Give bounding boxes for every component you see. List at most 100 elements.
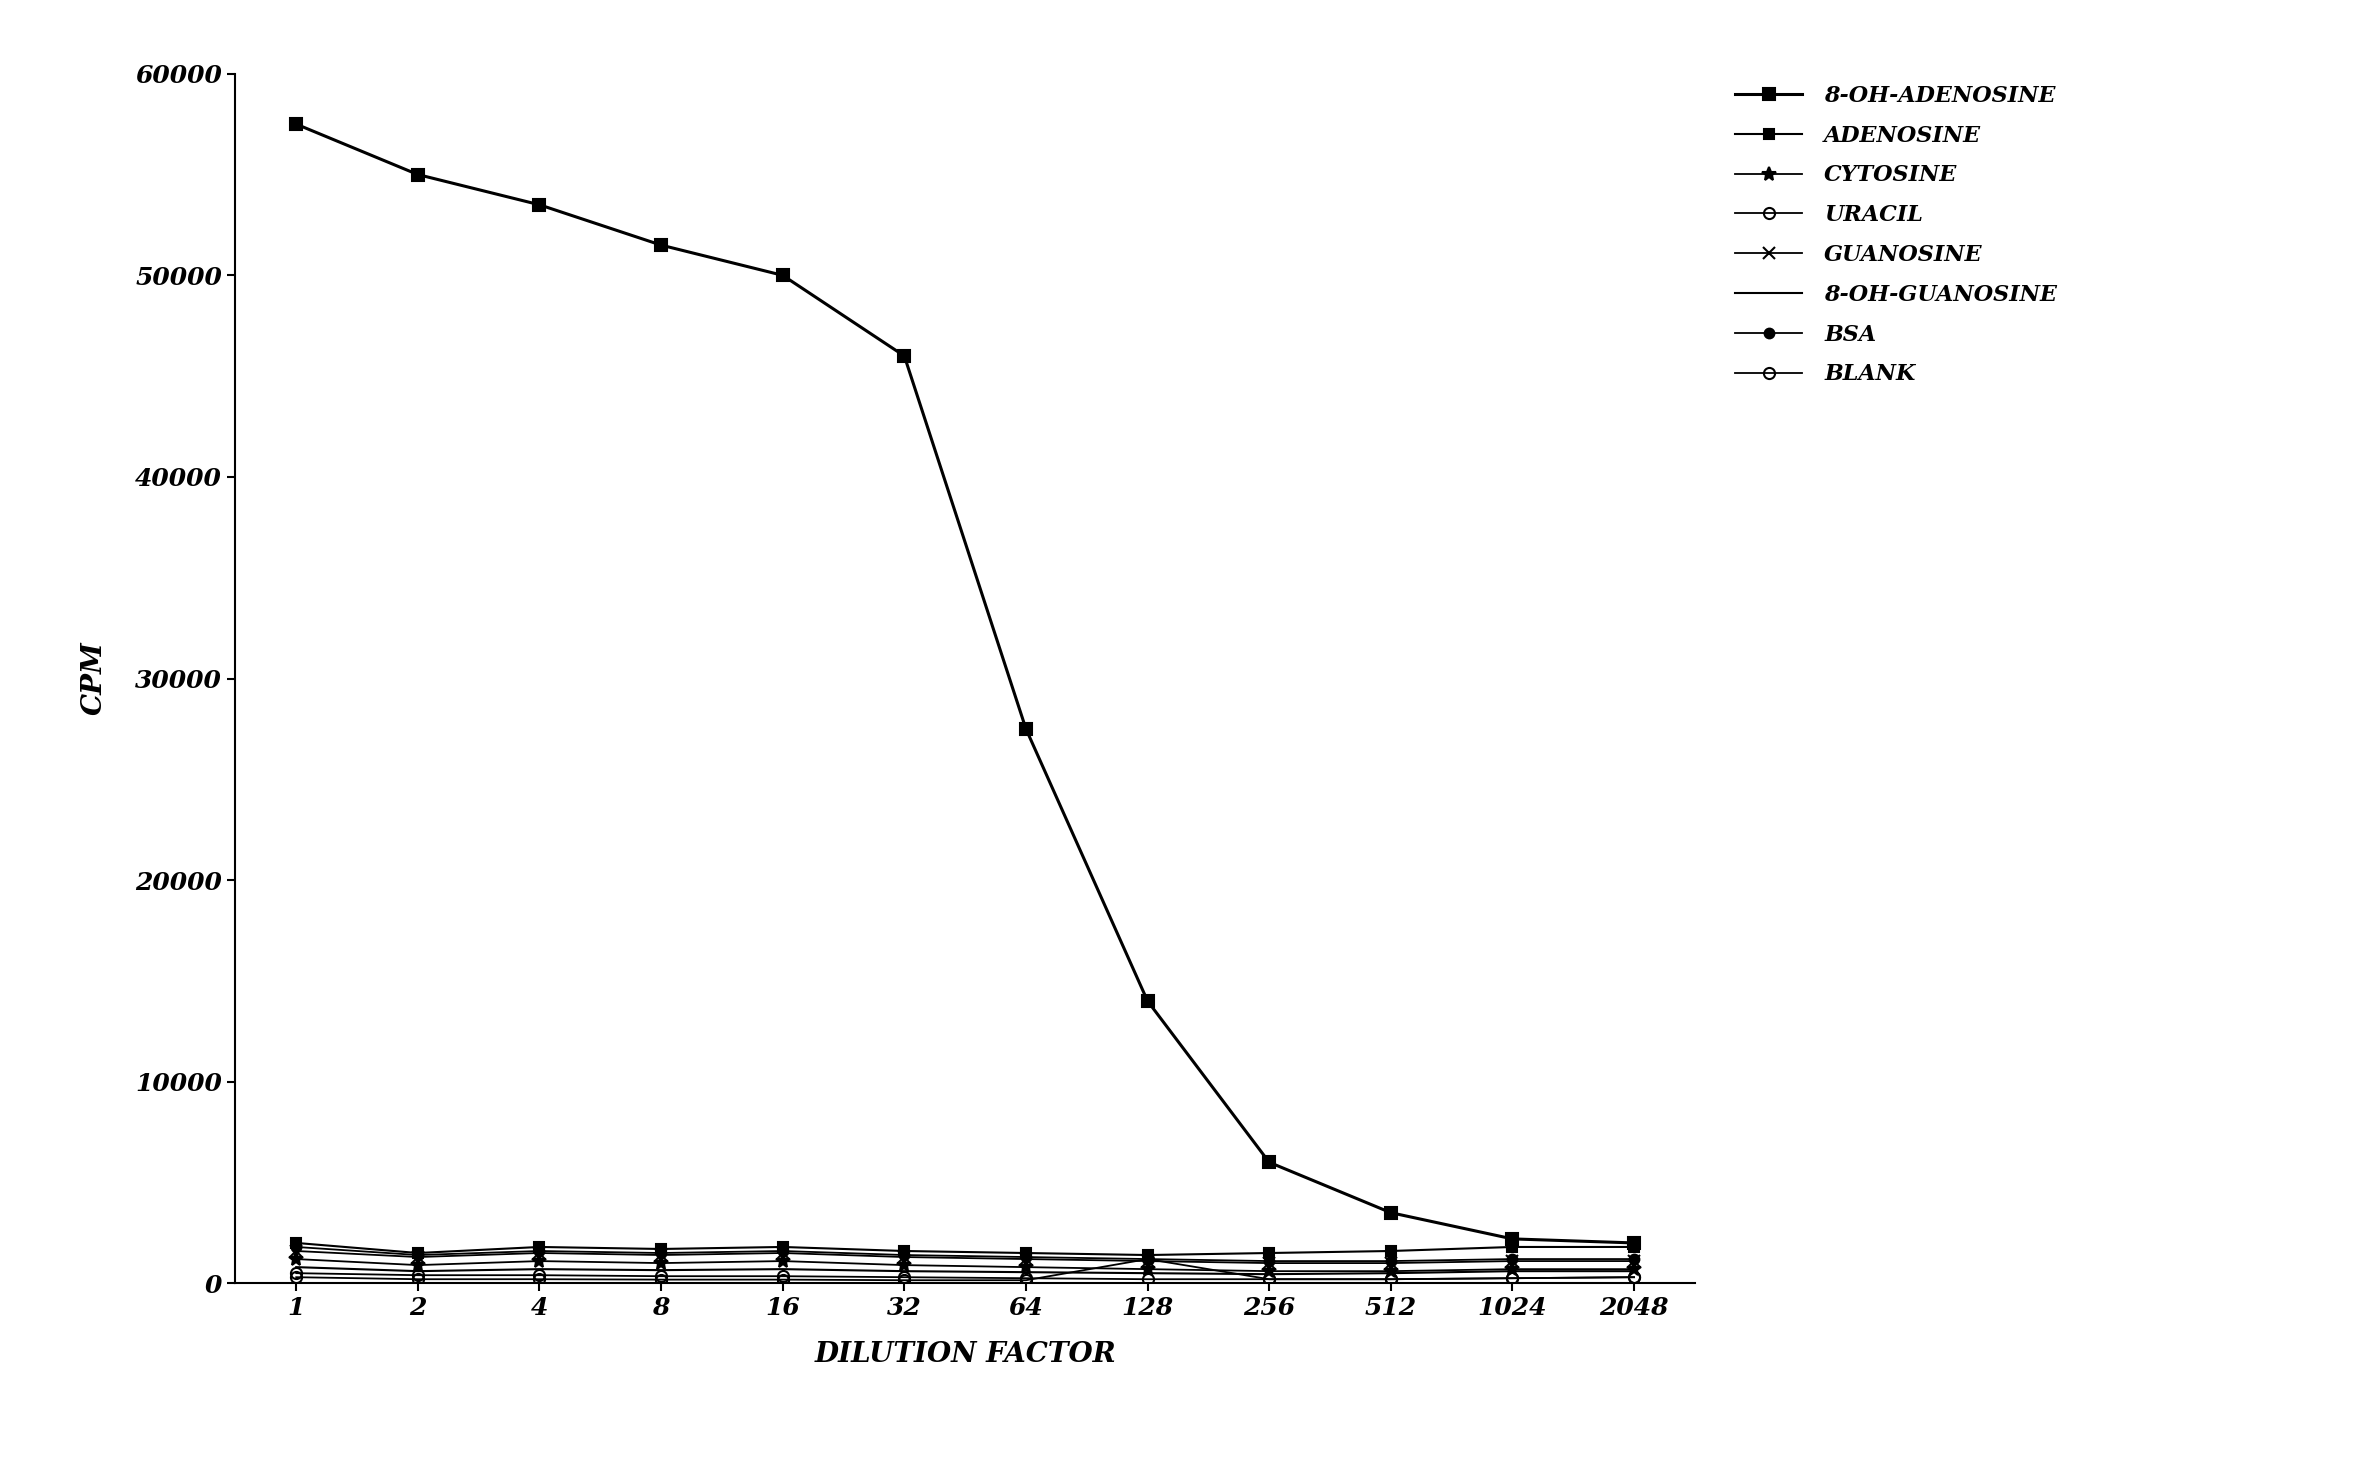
CYTOSINE — [1497, 1260, 1525, 1277]
URACIL — [1012, 1270, 1040, 1288]
8-OH-ADENOSINE — [403, 165, 431, 183]
8-OH-ADENOSINE — [1497, 1230, 1525, 1248]
BLANK — [1620, 1268, 1648, 1286]
Line: BLANK: BLANK — [290, 1254, 1641, 1286]
URACIL — [647, 1267, 676, 1285]
BLANK — [647, 1271, 676, 1289]
8-OH-ADENOSINE — [647, 236, 676, 254]
URACIL — [767, 1267, 796, 1285]
ADENOSINE — [1620, 1238, 1648, 1255]
BSA — [403, 1246, 431, 1264]
BSA — [1012, 1248, 1040, 1266]
8-OH-ADENOSINE — [1620, 1235, 1648, 1252]
ADENOSINE — [1497, 1238, 1525, 1255]
URACIL — [1132, 1270, 1161, 1288]
GUANOSINE — [1012, 1251, 1040, 1268]
BLANK — [525, 1270, 553, 1288]
CYTOSINE — [525, 1252, 553, 1270]
Line: 8-OH-ADENOSINE: 8-OH-ADENOSINE — [290, 118, 1641, 1249]
Line: 8-OH-GUANOSINE: 8-OH-GUANOSINE — [297, 1267, 1634, 1274]
8-OH-ADENOSINE — [1132, 993, 1161, 1010]
8-OH-ADENOSINE — [767, 267, 796, 285]
BLANK — [1377, 1270, 1405, 1288]
GUANOSINE — [525, 1243, 553, 1261]
URACIL — [890, 1268, 918, 1286]
8-OH-ADENOSINE — [1012, 720, 1040, 738]
GUANOSINE — [1132, 1252, 1161, 1270]
8-OH-ADENOSINE — [525, 196, 553, 214]
GUANOSINE — [1377, 1254, 1405, 1271]
BSA — [525, 1242, 553, 1260]
X-axis label: DILUTION FACTOR: DILUTION FACTOR — [814, 1341, 1116, 1369]
8-OH-GUANOSINE — [403, 1263, 431, 1280]
8-OH-GUANOSINE — [1620, 1263, 1648, 1280]
ADENOSINE — [1255, 1243, 1283, 1261]
BLANK — [767, 1271, 796, 1289]
ADENOSINE — [1012, 1243, 1040, 1261]
BSA — [1377, 1252, 1405, 1270]
Line: BSA: BSA — [292, 1242, 1638, 1266]
URACIL — [1497, 1270, 1525, 1288]
BLANK — [1497, 1270, 1525, 1288]
ADENOSINE — [282, 1235, 311, 1252]
BSA — [890, 1246, 918, 1264]
GUANOSINE — [403, 1248, 431, 1266]
ADENOSINE — [1132, 1246, 1161, 1264]
Y-axis label: CPM: CPM — [80, 642, 108, 715]
CYTOSINE — [890, 1257, 918, 1274]
Line: GUANOSINE: GUANOSINE — [290, 1245, 1641, 1270]
8-OH-GUANOSINE — [890, 1263, 918, 1280]
GUANOSINE — [282, 1242, 311, 1260]
CYTOSINE — [1132, 1260, 1161, 1277]
URACIL — [1255, 1270, 1283, 1288]
8-OH-ADENOSINE — [282, 115, 311, 133]
URACIL — [525, 1267, 553, 1285]
BSA — [647, 1243, 676, 1261]
CYTOSINE — [403, 1257, 431, 1274]
8-OH-GUANOSINE — [1012, 1263, 1040, 1280]
BLANK — [1132, 1251, 1161, 1268]
BSA — [1132, 1251, 1161, 1268]
8-OH-GUANOSINE — [1255, 1266, 1283, 1283]
URACIL — [1620, 1268, 1648, 1286]
8-OH-GUANOSINE — [525, 1260, 553, 1277]
8-OH-GUANOSINE — [647, 1261, 676, 1279]
ADENOSINE — [767, 1238, 796, 1255]
GUANOSINE — [1620, 1252, 1648, 1270]
BLANK — [282, 1268, 311, 1286]
8-OH-GUANOSINE — [1377, 1264, 1405, 1282]
8-OH-ADENOSINE — [890, 347, 918, 364]
CYTOSINE — [1255, 1263, 1283, 1280]
BSA — [1255, 1252, 1283, 1270]
BLANK — [403, 1270, 431, 1288]
8-OH-GUANOSINE — [1132, 1264, 1161, 1282]
GUANOSINE — [890, 1248, 918, 1266]
BSA — [1620, 1251, 1648, 1268]
Line: ADENOSINE: ADENOSINE — [292, 1238, 1638, 1260]
CYTOSINE — [767, 1252, 796, 1270]
CYTOSINE — [1012, 1258, 1040, 1276]
URACIL — [403, 1267, 431, 1285]
BLANK — [1255, 1270, 1283, 1288]
CYTOSINE — [282, 1251, 311, 1268]
ADENOSINE — [403, 1243, 431, 1261]
GUANOSINE — [767, 1243, 796, 1261]
Line: URACIL: URACIL — [290, 1267, 1641, 1285]
GUANOSINE — [1497, 1252, 1525, 1270]
Legend: 8-OH-ADENOSINE, ADENOSINE, CYTOSINE, URACIL, GUANOSINE, 8-OH-GUANOSINE, BSA, BLA: 8-OH-ADENOSINE, ADENOSINE, CYTOSINE, URA… — [1735, 86, 2057, 385]
ADENOSINE — [1377, 1242, 1405, 1260]
Line: CYTOSINE: CYTOSINE — [290, 1252, 1641, 1279]
BSA — [1497, 1251, 1525, 1268]
BSA — [282, 1238, 311, 1255]
ADENOSINE — [647, 1240, 676, 1258]
URACIL — [282, 1264, 311, 1282]
BSA — [767, 1242, 796, 1260]
URACIL — [1377, 1270, 1405, 1288]
8-OH-GUANOSINE — [1497, 1263, 1525, 1280]
8-OH-GUANOSINE — [767, 1260, 796, 1277]
BLANK — [890, 1271, 918, 1289]
CYTOSINE — [647, 1254, 676, 1271]
BLANK — [1012, 1271, 1040, 1289]
CYTOSINE — [1620, 1260, 1648, 1277]
ADENOSINE — [890, 1242, 918, 1260]
